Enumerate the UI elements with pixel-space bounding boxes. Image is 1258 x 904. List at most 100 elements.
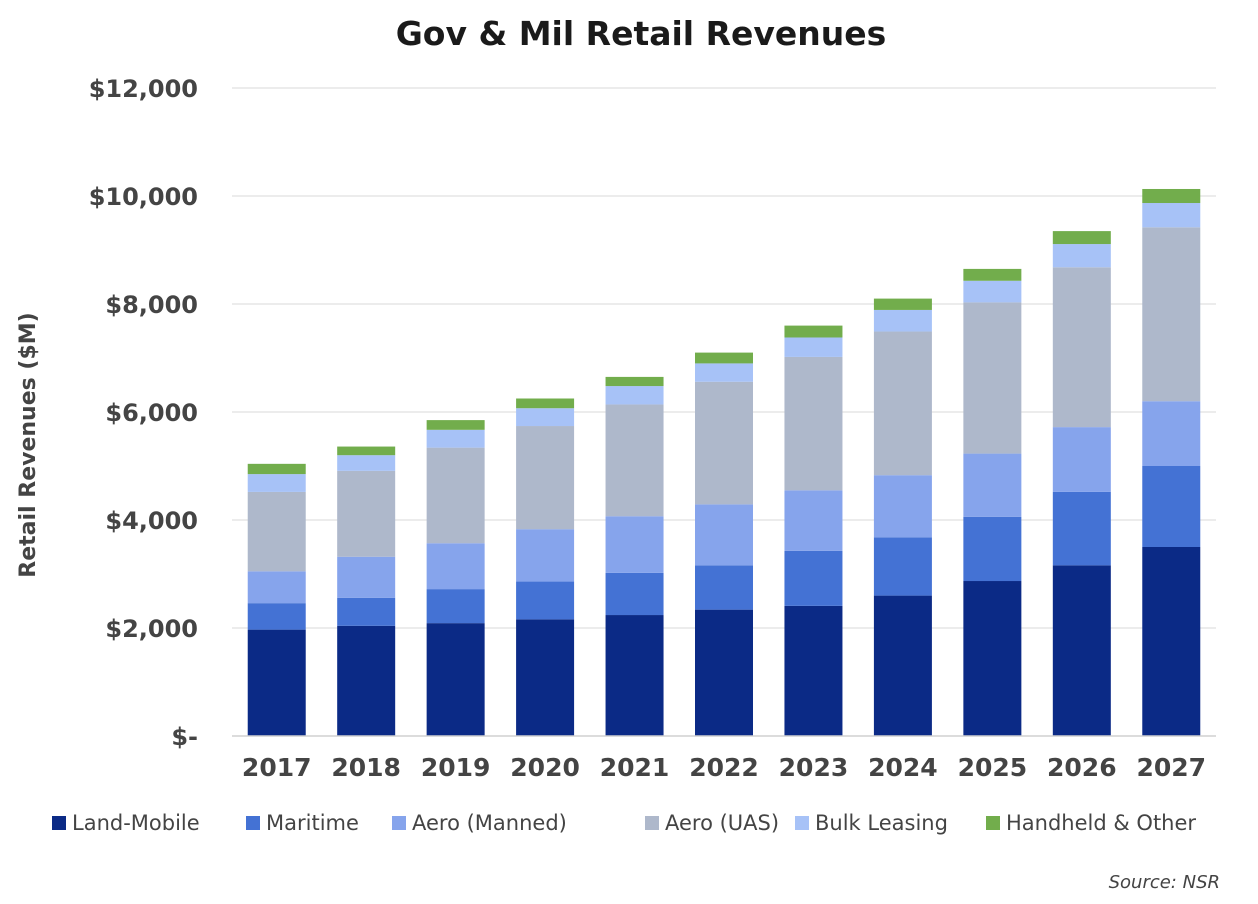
x-tick-label: 2025 <box>958 753 1028 782</box>
legend-swatch <box>986 816 1000 830</box>
bar-stack-2020 <box>516 398 575 736</box>
bar-segment <box>873 331 932 476</box>
y-tick-label: $8,000 <box>105 291 198 319</box>
bar-stack-2018 <box>337 446 396 736</box>
bar-segment <box>784 337 843 357</box>
y-tick-label: $6,000 <box>105 399 198 427</box>
bar-segment <box>337 597 396 626</box>
bar-stack-2025 <box>963 268 1022 736</box>
bar-stack-2024 <box>873 298 932 736</box>
bar-segment <box>695 565 753 610</box>
legend-label: Maritime <box>266 811 359 835</box>
bar-segment <box>695 609 753 736</box>
bar-stack-2027 <box>1142 188 1201 736</box>
bar-stack-2021 <box>605 376 664 736</box>
bar-segment <box>605 386 664 405</box>
bar-segment <box>873 537 932 596</box>
bar-segment <box>426 589 485 624</box>
bars <box>247 188 1201 736</box>
bar-segment <box>784 356 843 491</box>
bar-segment <box>337 556 396 598</box>
bar-segment <box>426 543 485 590</box>
bar-segment <box>1142 227 1201 402</box>
bar-segment <box>963 268 1022 281</box>
bar-segment <box>695 504 753 566</box>
bar-segment <box>516 408 575 427</box>
x-tick-label: 2017 <box>242 753 312 782</box>
y-tick-label: $4,000 <box>105 507 198 535</box>
x-tick-label: 2019 <box>421 753 491 782</box>
bar-segment <box>516 619 575 736</box>
bar-stack-2019 <box>426 420 485 736</box>
legend-label: Handheld & Other <box>1006 811 1196 835</box>
legend-item: Maritime <box>246 811 359 835</box>
legend-item: Aero (Manned) <box>392 811 567 835</box>
bar-segment <box>963 581 1022 736</box>
bar-segment <box>1052 565 1111 736</box>
bar-segment <box>337 470 396 557</box>
legend-swatch <box>246 816 260 830</box>
bar-segment <box>337 446 396 456</box>
bar-segment <box>247 474 306 492</box>
bar-segment <box>516 398 575 409</box>
bar-segment <box>605 404 664 517</box>
bar-stack-2022 <box>695 352 753 736</box>
bar-segment <box>426 420 485 430</box>
bar-segment <box>873 298 932 310</box>
bar-segment <box>1052 267 1111 428</box>
legend-item: Bulk Leasing <box>795 811 948 835</box>
bar-segment <box>516 581 575 620</box>
legend-swatch <box>645 816 659 830</box>
bar-segment <box>247 571 306 604</box>
legend-swatch <box>795 816 809 830</box>
bar-segment <box>605 615 664 736</box>
bar-segment <box>516 529 575 582</box>
legend-item: Aero (UAS) <box>645 811 779 835</box>
bar-segment <box>873 595 932 736</box>
bar-segment <box>695 352 753 364</box>
y-tick-label: $12,000 <box>89 75 198 103</box>
legend-label: Land-Mobile <box>72 811 200 835</box>
bar-segment <box>516 426 575 530</box>
bar-segment <box>337 625 396 736</box>
bar-segment <box>426 447 485 544</box>
bar-segment <box>784 490 843 551</box>
x-tick-label: 2021 <box>600 753 670 782</box>
legend-label: Aero (UAS) <box>665 811 779 835</box>
bar-segment <box>1142 466 1201 547</box>
bar-segment <box>963 302 1022 454</box>
bar-segment <box>1052 231 1111 245</box>
bar-segment <box>605 572 664 616</box>
bar-segment <box>605 376 664 387</box>
bar-segment <box>1142 547 1201 736</box>
bar-segment <box>247 629 306 736</box>
legend-swatch <box>392 816 406 830</box>
x-tick-label: 2023 <box>779 753 849 782</box>
y-axis-ticks: $- $2,000 $4,000 $6,000 $8,000 $10,000 $12,000 <box>89 75 198 751</box>
legend-label: Bulk Leasing <box>815 811 948 835</box>
bar-segment <box>1052 427 1111 492</box>
bar-segment <box>963 453 1022 517</box>
bar-segment <box>963 516 1022 582</box>
bar-segment <box>695 363 753 382</box>
y-tick-label: $- <box>171 723 198 751</box>
legend-label: Aero (Manned) <box>412 811 567 835</box>
bar-segment <box>784 550 843 606</box>
bar-segment <box>1142 203 1201 228</box>
y-axis-label: Retail Revenues ($M) <box>16 312 41 577</box>
legend: Land-Mobile Maritime Aero (Manned) Aero (UA… <box>52 811 1196 835</box>
chart-title: Gov & Mil Retail Revenues <box>396 14 887 53</box>
x-tick-label: 2022 <box>689 753 759 782</box>
bar-stack-2023 <box>784 325 843 736</box>
y-tick-label: $10,000 <box>89 183 198 211</box>
bar-segment <box>1052 244 1111 268</box>
bar-segment <box>605 516 664 573</box>
bar-segment <box>247 491 306 572</box>
source-note: Source: NSR <box>1109 872 1220 893</box>
x-tick-label: 2027 <box>1136 753 1206 782</box>
x-tick-label: 2024 <box>868 753 938 782</box>
bar-segment <box>426 429 485 448</box>
bar-segment <box>963 280 1022 303</box>
bar-segment <box>247 463 306 475</box>
